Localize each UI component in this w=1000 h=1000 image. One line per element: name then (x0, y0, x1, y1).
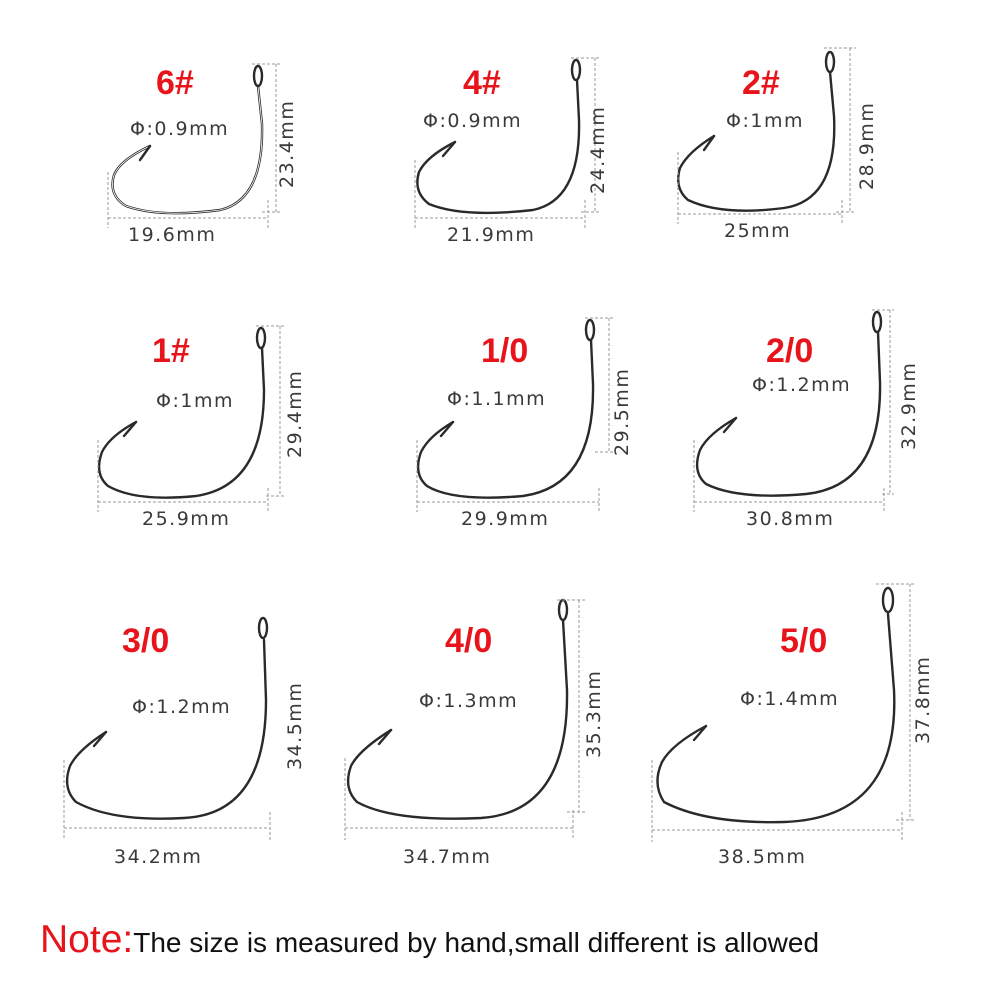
hook-card-3-0: 3/0 Φ:1.2mm 34.2mm 34.5mm (0, 580, 333, 870)
hook-3-0-width-label: 34.2mm (114, 846, 203, 868)
hook-6-size-label: 6# (156, 64, 194, 102)
hook-4-0-width-label: 34.7mm (403, 846, 492, 868)
hook-2-size-label: 2# (742, 64, 780, 102)
hook-4-width-label: 21.9mm (447, 224, 536, 246)
hook-3-0-size-label: 3/0 (122, 622, 170, 660)
hook-1-length-label: 29.4mm (284, 369, 306, 458)
hook-1-drawing (97, 325, 286, 512)
hook-1-width-label: 25.9mm (142, 508, 231, 530)
hook-2-length-label: 28.9mm (856, 101, 878, 190)
hook-5-0-width-label: 38.5mm (718, 846, 807, 868)
hook-1-0-length-label: 29.5mm (611, 367, 633, 456)
hook-4-0-diameter-label: Φ:1.3mm (419, 690, 519, 712)
hook-6-drawing (107, 63, 282, 228)
hook-2-diameter-label: Φ:1mm (726, 110, 804, 132)
hook-card-4: 4# Φ:0.9mm 21.9mm 24.4mm (333, 0, 666, 290)
hook-2-0-diameter-label: Φ:1.2mm (752, 374, 852, 396)
hook-2-0-length-label: 32.9mm (898, 361, 920, 450)
hook-size-grid: 6# Φ:0.9mm 19.6mm 23.4mm 4# Φ:0.9mm 21.9… (0, 0, 999, 870)
hook-1-0-diameter-label: Φ:1.1mm (447, 388, 547, 410)
hook-5-0-drawing (651, 583, 914, 842)
hook-2-0-drawing (693, 309, 894, 512)
hook-card-1-0: 1/0 Φ:1.1mm 29.9mm 29.5mm (333, 290, 666, 580)
hook-4-0-drawing (344, 598, 585, 840)
hook-1-0-width-label: 29.9mm (461, 508, 550, 530)
hook-1-size-label: 1# (152, 332, 190, 370)
hook-3-0-diameter-label: Φ:1.2mm (132, 696, 232, 718)
hook-6-width-label: 19.6mm (128, 224, 217, 246)
hook-5-0-size-label: 5/0 (780, 622, 828, 660)
note-text: The size is measured by hand,small diffe… (133, 927, 820, 958)
hook-2-drawing (677, 47, 856, 224)
hook-4-0-size-label: 4/0 (445, 622, 493, 660)
hook-3-0-length-label: 34.5mm (284, 681, 306, 770)
hook-3-0-drawing (63, 616, 271, 840)
hook-5-0-length-label: 37.8mm (912, 655, 934, 744)
hook-2-width-label: 25mm (724, 220, 792, 242)
hook-6-length-label: 23.4mm (276, 99, 298, 188)
hook-1-diameter-label: Φ:1mm (156, 390, 234, 412)
hook-4-0-length-label: 35.3mm (583, 669, 605, 758)
hook-2-0-size-label: 2/0 (766, 332, 814, 370)
hook-4-size-label: 4# (463, 64, 501, 102)
hook-card-1: 1# Φ:1mm 25.9mm 29.4mm (0, 290, 333, 580)
hook-4-diameter-label: Φ:0.9mm (423, 110, 523, 132)
hook-4-drawing (414, 57, 601, 228)
hook-card-2: 2# Φ:1mm 25mm 28.9mm (666, 0, 999, 290)
hook-1-0-drawing (416, 317, 615, 512)
hook-card-2-0: 2/0 Φ:1.2mm 30.8mm 32.9mm (666, 290, 999, 580)
measurement-note: Note:The size is measured by hand,small … (40, 918, 819, 962)
hook-card-6: 6# Φ:0.9mm 19.6mm 23.4mm (0, 0, 333, 290)
hook-5-0-diameter-label: Φ:1.4mm (740, 688, 840, 710)
hook-2-0-width-label: 30.8mm (746, 508, 835, 530)
hook-6-diameter-label: Φ:0.9mm (130, 118, 230, 140)
hook-4-length-label: 24.4mm (587, 105, 609, 194)
hook-card-5-0: 5/0 Φ:1.4mm 38.5mm 37.8mm (651, 580, 999, 870)
hook-card-4-0: 4/0 Φ:1.3mm 34.7mm 35.3mm (333, 580, 666, 870)
note-label: Note: (40, 918, 134, 961)
hook-1-0-size-label: 1/0 (481, 332, 529, 370)
